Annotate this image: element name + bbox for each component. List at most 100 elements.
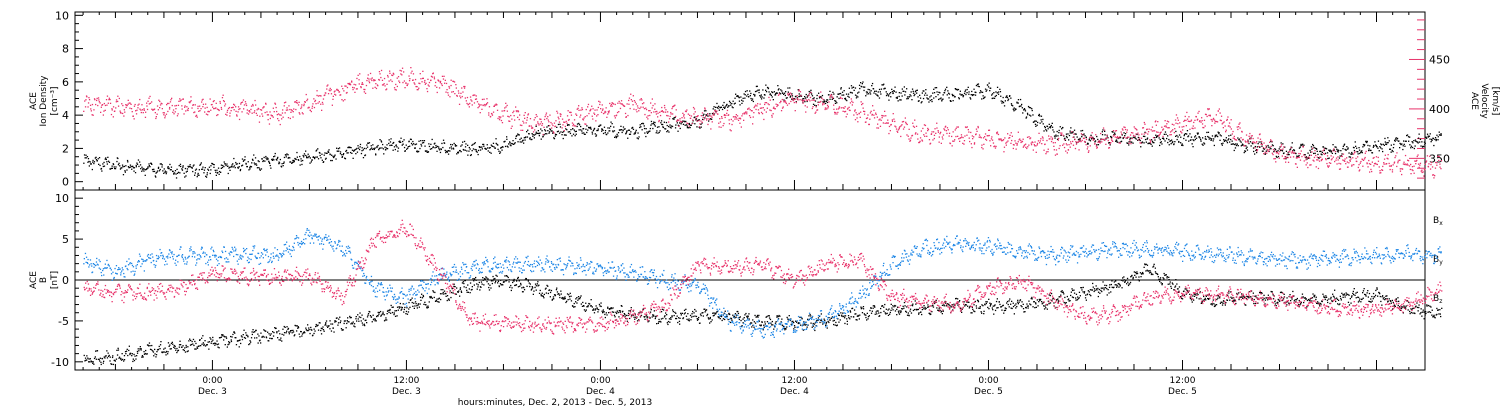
density-point [1159, 142, 1162, 144]
density-point [1314, 147, 1317, 149]
density-point [1212, 140, 1214, 142]
velocity-point [258, 121, 261, 123]
velocity-point [1091, 132, 1093, 134]
density-point [1241, 143, 1244, 145]
velocity-point [1211, 120, 1213, 122]
velocity-point [1309, 164, 1311, 166]
velocity-point [672, 106, 674, 108]
density-point [732, 100, 734, 102]
density-point [221, 166, 224, 169]
velocity-point [1055, 149, 1058, 151]
velocity-point [1305, 159, 1307, 161]
velocity-point [1314, 150, 1316, 152]
velocity-point [596, 115, 598, 117]
density-point [629, 133, 632, 135]
density-point [1351, 153, 1354, 155]
density-point [450, 146, 452, 148]
density-point [1013, 110, 1015, 112]
density-point [961, 94, 963, 96]
velocity-point [1257, 137, 1259, 139]
velocity-point [1359, 162, 1361, 164]
velocity-point [532, 131, 535, 133]
velocity-point [1353, 152, 1356, 154]
density-point [1195, 137, 1198, 139]
density-point [1276, 150, 1278, 153]
density-point [241, 164, 244, 166]
velocity-point [1199, 120, 1201, 122]
density-point [1223, 139, 1225, 141]
bx-point [225, 336, 227, 338]
density-point [1256, 149, 1258, 151]
density-point [981, 98, 983, 100]
velocity-point [368, 82, 371, 84]
density-point [673, 118, 675, 120]
density-point [1051, 126, 1054, 128]
velocity-point [443, 75, 445, 77]
density-point [789, 96, 791, 98]
velocity-point [449, 96, 451, 98]
density-point [1334, 146, 1336, 148]
density-point [1029, 114, 1031, 116]
density-point [656, 130, 658, 132]
velocity-point [1220, 119, 1222, 122]
velocity-point [786, 104, 789, 106]
bx-point [185, 346, 187, 348]
velocity-point [666, 114, 668, 117]
density-point [1177, 136, 1179, 138]
density-point [932, 92, 934, 94]
density-point [547, 130, 549, 132]
density-point [84, 157, 86, 159]
density-point [101, 170, 103, 172]
density-point [1217, 135, 1219, 138]
x-axis-label: hours:minutes, Dec. 2, 2013 - Dec. 5, 20… [458, 398, 652, 408]
velocity-point [431, 76, 433, 78]
velocity-point [155, 116, 157, 118]
velocity-point [159, 107, 161, 109]
density-point [812, 98, 814, 100]
density-point [628, 129, 631, 131]
velocity-point [523, 114, 525, 116]
velocity-point [1049, 138, 1051, 140]
density-point [970, 94, 972, 96]
bx-point [206, 344, 208, 346]
density-point [880, 88, 883, 90]
bx-point [187, 346, 189, 348]
density-point [1012, 108, 1014, 110]
density-point [202, 166, 204, 168]
density-point [604, 132, 606, 134]
density-point [1423, 141, 1426, 143]
velocity-point [1364, 152, 1366, 154]
density-point [1261, 145, 1263, 147]
density-point [952, 95, 954, 97]
velocity-point [620, 103, 622, 105]
velocity-point [1151, 130, 1153, 132]
velocity-point [1220, 115, 1223, 117]
density-point [302, 154, 304, 157]
density-point [311, 159, 313, 161]
density-point [840, 88, 842, 90]
velocity-point [578, 105, 580, 107]
density-point [241, 165, 243, 167]
velocity-point [1151, 126, 1154, 128]
density-point [1038, 113, 1040, 116]
bx-point [194, 348, 196, 350]
bx-point [142, 356, 144, 358]
density-point [315, 150, 317, 152]
velocity-point [904, 117, 906, 119]
density-point [1270, 148, 1272, 150]
density-point [1040, 119, 1042, 121]
velocity-point [960, 134, 963, 136]
density-point [270, 167, 272, 169]
velocity-point [1008, 137, 1010, 139]
velocity-point [952, 131, 954, 133]
velocity-point [1247, 142, 1249, 144]
density-point [798, 95, 800, 98]
density-point [1440, 133, 1442, 135]
velocity-point [163, 112, 165, 114]
bx-point [219, 337, 221, 339]
density-point [1439, 134, 1441, 136]
velocity-point [1159, 133, 1161, 135]
density-point [1343, 144, 1345, 146]
density-point [163, 168, 165, 170]
velocity-point [471, 100, 473, 102]
